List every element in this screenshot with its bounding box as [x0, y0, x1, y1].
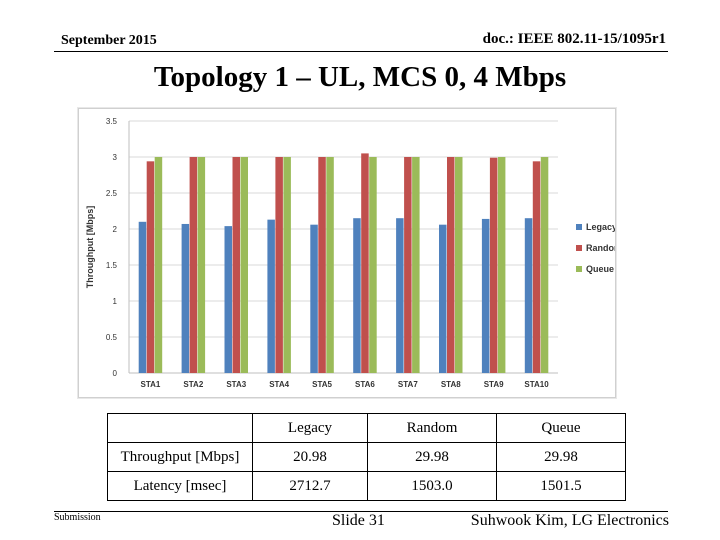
y-tick-label: 3.5 [106, 117, 118, 126]
chart-svg: 0 0.5 1 1.5 2 2.5 3 3.5 Throughput [Mbps] STA1 STA… [85, 117, 615, 389]
results-table: Legacy Random Queue Throughput [Mbps] 20… [107, 413, 626, 501]
bar-legacy [224, 226, 232, 373]
bar-legacy [353, 218, 361, 373]
x-tick-label: STA1 [141, 380, 161, 389]
x-tick-label: STA6 [355, 380, 375, 389]
footer-author: Suhwook Kim, LG Electronics [470, 512, 669, 529]
table-header-cell: Random [367, 413, 497, 443]
footer-slide-number: Slide 31 [332, 512, 385, 529]
bar-random [189, 157, 198, 373]
bar-legacy [524, 218, 533, 373]
bar-queue [455, 157, 463, 373]
slide-title: Topology 1 – UL, MCS 0, 4 Mbps [153, 61, 567, 93]
bar-legacy [481, 218, 490, 373]
footer-rule [54, 511, 668, 512]
bar-queue [497, 157, 506, 373]
bar-random [361, 153, 369, 373]
y-tick-label: 2 [113, 225, 118, 234]
header-date: September 2015 [61, 33, 157, 48]
y-tick-label: 1 [113, 297, 118, 306]
table-cell: 1503.0 [367, 471, 497, 501]
throughput-chart: 0 0.5 1 1.5 2 2.5 3 3.5 Throughput [Mbps] STA1 STA… [78, 108, 616, 398]
y-tick-label: 1.5 [106, 261, 118, 270]
legend-label: Legacy [586, 222, 615, 232]
bar-random [275, 157, 283, 373]
y-tick-label: 2.5 [106, 189, 118, 198]
x-tick-label: STA8 [441, 380, 461, 389]
bar-random [489, 157, 498, 373]
bar-legacy [396, 218, 404, 373]
y-tick-label: 0.5 [106, 333, 118, 342]
bar-legacy [310, 224, 318, 373]
bar-random [532, 161, 541, 373]
legend-swatch [576, 224, 582, 230]
legend-label: Random [586, 243, 615, 253]
bar-legacy [181, 223, 190, 373]
bar-random [447, 157, 455, 373]
table-cell: 20.98 [252, 442, 368, 472]
table-cell: 29.98 [367, 442, 497, 472]
y-tick-label: 0 [113, 369, 118, 378]
bar-legacy [439, 224, 447, 373]
table-row-label: Latency [msec] [107, 471, 253, 501]
x-tick-label: STA3 [226, 380, 246, 389]
legend-swatch [576, 245, 582, 251]
table-cell: 29.98 [496, 442, 626, 472]
x-tick-label: STA9 [484, 380, 504, 389]
bar-random [318, 157, 326, 373]
table-cell: 1501.5 [496, 471, 626, 501]
bar-queue [540, 157, 549, 373]
bar-queue [240, 157, 248, 373]
table-header-cell: Queue [496, 413, 626, 443]
bar-queue [283, 157, 291, 373]
table-header-cell: Legacy [252, 413, 368, 443]
legend-label: Queue [586, 264, 614, 274]
y-tick-label: 3 [113, 153, 118, 162]
y-axis-title: Throughput [Mbps] [85, 206, 95, 288]
header-rule [54, 51, 668, 52]
table-header-row: Legacy Random Queue [107, 413, 626, 443]
x-tick-label: STA7 [398, 380, 418, 389]
table-cell: 2712.7 [252, 471, 368, 501]
bar-legacy [138, 221, 147, 373]
table-header-cell [107, 413, 253, 443]
table-row: Latency [msec] 2712.7 1503.0 1501.5 [107, 471, 626, 501]
table-row-label: Throughput [Mbps] [107, 442, 253, 472]
bar-legacy [267, 219, 275, 373]
x-tick-label: STA4 [269, 380, 289, 389]
bar-random [404, 157, 412, 373]
x-tick-label: STA2 [183, 380, 203, 389]
bar-queue [369, 157, 377, 373]
header-doc-id: doc.: IEEE 802.11-15/1095r1 [482, 31, 666, 47]
footer-submission: Submission [54, 512, 101, 523]
bar-random [146, 161, 155, 373]
x-tick-label: STA10 [524, 380, 549, 389]
bar-queue [412, 157, 420, 373]
bar-queue [197, 157, 206, 373]
table-row: Throughput [Mbps] 20.98 29.98 29.98 [107, 442, 626, 472]
bar-queue [154, 157, 163, 373]
x-tick-label: STA5 [312, 380, 332, 389]
bar-random [232, 157, 240, 373]
bar-queue [326, 157, 334, 373]
legend-swatch [576, 266, 582, 272]
